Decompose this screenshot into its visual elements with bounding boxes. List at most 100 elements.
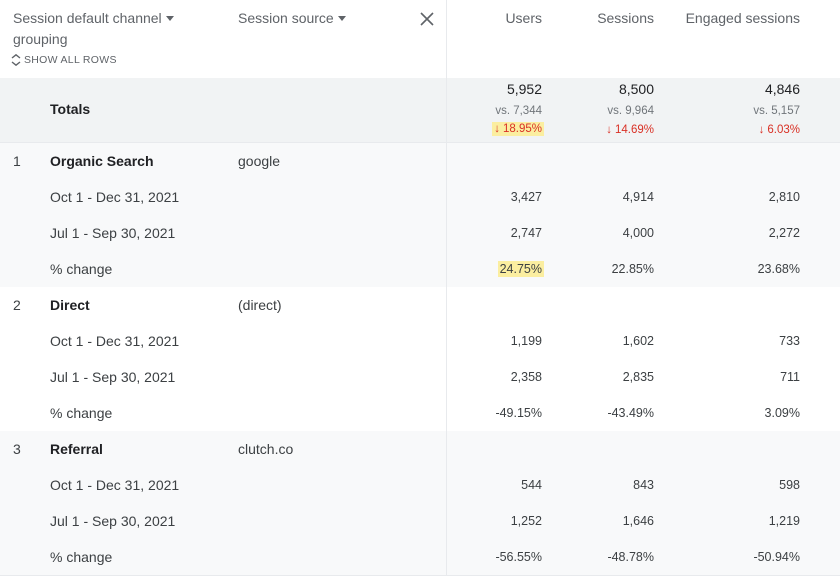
column-divider <box>446 143 447 179</box>
period-label: Oct 1 - Dec 31, 2021 <box>50 477 180 493</box>
table-row: Oct 1 - Dec 31, 2021 544 843 598 <box>0 467 840 504</box>
chevron-down-icon <box>337 15 346 21</box>
dimension2-header[interactable]: Session source <box>238 10 346 26</box>
table-row: Jul 1 - Sep 30, 2021 1,252 1,646 1,219 <box>0 503 840 540</box>
totals-users-change-value: 18.95% <box>502 123 542 135</box>
metric-header-sessions[interactable]: Sessions <box>597 10 654 26</box>
sessions-change-value: -48.78% <box>607 550 654 564</box>
totals-users-value: 5,952 <box>506 81 542 97</box>
column-divider <box>446 395 447 431</box>
engaged-sessions-value: 2,272 <box>768 226 800 240</box>
users-change-value: -49.15% <box>495 406 542 420</box>
engaged-sessions-change-value: 23.68% <box>757 262 800 276</box>
close-icon <box>420 12 434 26</box>
totals-users-vs: vs. 7,344 <box>495 105 542 117</box>
dimension1-header-line2: grouping <box>13 31 68 47</box>
chevron-down-icon <box>165 15 174 21</box>
column-divider <box>446 323 447 359</box>
row-index: 1 <box>13 153 21 169</box>
column-divider <box>446 215 447 251</box>
totals-row: Totals 5,952 vs. 7,344 ↓ 18.95% 8,500 vs.… <box>0 78 840 143</box>
totals-engaged-change: ↓ 6.03% <box>660 124 800 136</box>
sessions-value: 2,835 <box>622 370 654 384</box>
table-row-change: % change -56.55% -48.78% -50.94% <box>0 539 840 576</box>
table-row-group-header[interactable]: 2 Direct (direct) <box>0 287 840 324</box>
users-value: 1,199 <box>510 334 542 348</box>
engaged-sessions-value: 733 <box>779 334 800 348</box>
totals-sessions-change: ↓ 14.69% <box>558 124 654 136</box>
arrow-down-icon: ↓ <box>606 124 612 136</box>
totals-sessions-change-value: 14.69% <box>614 124 654 136</box>
column-divider <box>446 467 447 503</box>
change-label: % change <box>50 549 113 565</box>
totals-sessions-value: 8,500 <box>618 81 654 97</box>
totals-sessions-vs: vs. 9,964 <box>607 105 654 117</box>
row-index: 2 <box>13 297 21 313</box>
column-divider <box>446 359 447 395</box>
engaged-sessions-change-value: 3.09% <box>764 406 800 420</box>
engaged-sessions-value: 2,810 <box>768 190 800 204</box>
channel-name: Organic Search <box>50 153 154 169</box>
totals-engaged-vs: vs. 5,157 <box>753 105 800 117</box>
arrow-down-icon: ↓ <box>758 124 765 136</box>
users-value: 2,747 <box>510 226 542 240</box>
sessions-value: 1,602 <box>622 334 654 348</box>
channel-name: Referral <box>50 441 103 457</box>
period-label: Jul 1 - Sep 30, 2021 <box>50 513 176 529</box>
column-divider <box>446 179 447 215</box>
table-row: Jul 1 - Sep 30, 2021 2,747 4,000 2,272 <box>0 215 840 252</box>
arrow-down-icon: ↓ <box>494 123 500 135</box>
users-value: 1,252 <box>510 514 542 528</box>
show-all-rows-label: SHOW ALL ROWS <box>24 54 117 66</box>
sessions-value: 4,914 <box>622 190 654 204</box>
column-divider <box>446 78 447 142</box>
sessions-change-value: 22.85% <box>611 262 654 276</box>
sessions-change-value: -43.49% <box>607 406 654 420</box>
metric-header-engaged-sessions[interactable]: Engaged sessions <box>685 10 800 26</box>
sessions-value: 1,646 <box>622 514 654 528</box>
table-row: Oct 1 - Dec 31, 2021 3,427 4,914 2,810 <box>0 179 840 216</box>
column-divider <box>446 539 447 575</box>
users-change-value: -56.55% <box>495 550 542 564</box>
column-divider <box>446 287 447 323</box>
expand-collapse-icon <box>11 54 21 67</box>
totals-label: Totals <box>50 101 91 117</box>
table-row-group-header[interactable]: 3 Referral clutch.co <box>0 431 840 468</box>
dimension2-header-label: Session source <box>238 10 334 26</box>
row-index: 3 <box>13 441 21 457</box>
period-label: Jul 1 - Sep 30, 2021 <box>50 369 176 385</box>
column-divider <box>446 503 447 539</box>
engaged-sessions-value: 1,219 <box>768 514 800 528</box>
table-row-change: % change -49.15% -43.49% 3.09% <box>0 395 840 432</box>
highlight: 24.75% <box>497 261 544 277</box>
change-label: % change <box>50 405 113 421</box>
period-label: Oct 1 - Dec 31, 2021 <box>50 189 180 205</box>
engaged-sessions-change-value: -50.94% <box>753 550 800 564</box>
source-name: google <box>238 153 281 169</box>
table-row-group-header[interactable]: 1 Organic Search google <box>0 143 840 180</box>
channel-name: Direct <box>50 297 90 313</box>
table-row: Oct 1 - Dec 31, 2021 1,199 1,602 733 <box>0 323 840 360</box>
table-row-change: % change 24.75% 22.85% 23.68% <box>0 251 840 288</box>
column-divider <box>446 251 447 287</box>
sessions-value: 843 <box>633 478 654 492</box>
column-divider <box>446 0 447 78</box>
period-label: Oct 1 - Dec 31, 2021 <box>50 333 180 349</box>
source-name: (direct) <box>238 297 282 313</box>
dimension1-header[interactable]: Session default channel <box>13 10 174 26</box>
period-label: Jul 1 - Sep 30, 2021 <box>50 225 176 241</box>
change-label: % change <box>50 261 113 277</box>
table-row: Jul 1 - Sep 30, 2021 2,358 2,835 711 <box>0 359 840 396</box>
engaged-sessions-value: 711 <box>780 370 800 384</box>
metric-header-users[interactable]: Users <box>505 10 542 26</box>
sessions-value: 4,000 <box>622 226 654 240</box>
dimension1-header-label: Session default channel <box>13 10 162 26</box>
users-value: 544 <box>521 478 542 492</box>
engaged-sessions-value: 598 <box>779 478 800 492</box>
show-all-rows-button[interactable]: SHOW ALL ROWS <box>11 54 117 67</box>
totals-engaged-change-value: 6.03% <box>767 124 800 136</box>
totals-engaged-value: 4,846 <box>764 81 800 97</box>
users-change-value: 24.75% <box>446 251 544 287</box>
totals-users-change: ↓ 18.95% <box>446 122 544 136</box>
remove-dimension-button[interactable] <box>419 11 435 32</box>
